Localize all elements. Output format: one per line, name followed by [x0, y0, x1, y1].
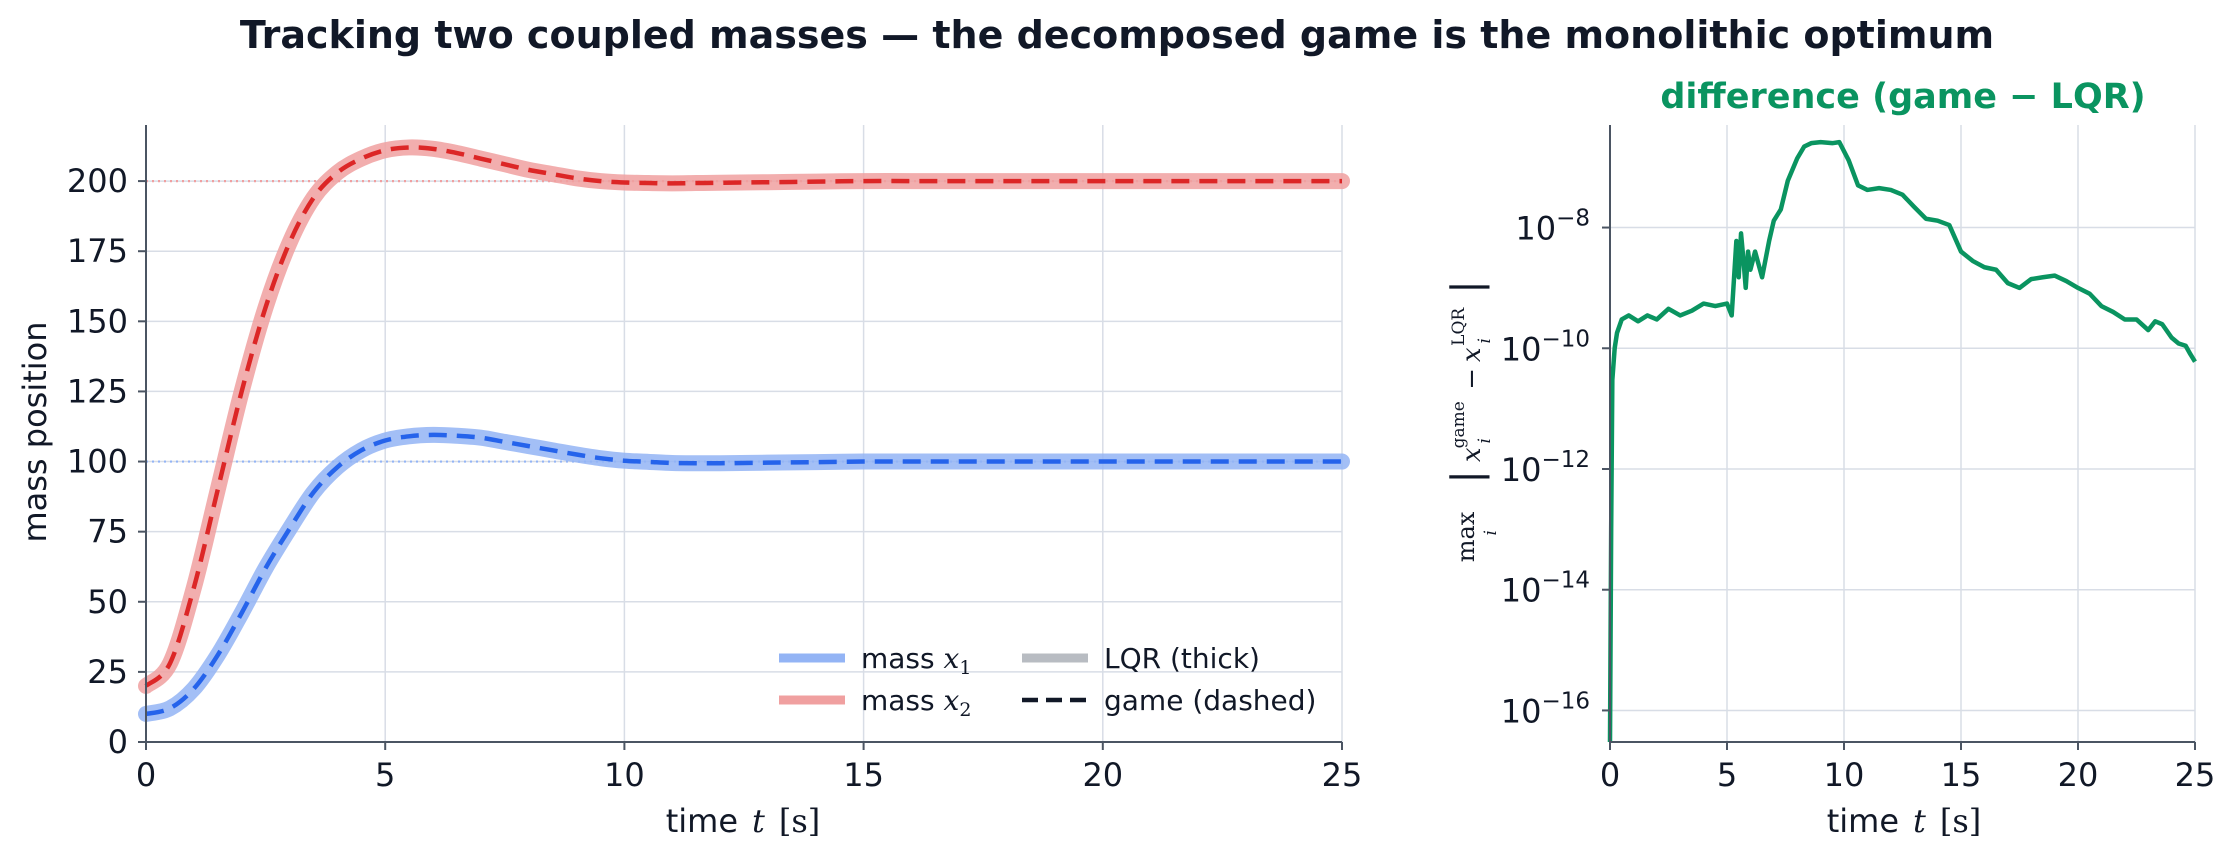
left-y-axis-label: mass position [16, 321, 54, 542]
left-x-tick-labels: 0 5 10 15 20 25 [136, 742, 1363, 794]
y-tick-label: 200 [67, 162, 128, 200]
legend-label-lqr: LQR (thick) [1104, 642, 1260, 675]
y-tick-label: 10−16 [1501, 688, 1590, 730]
x-tick-label: 10 [604, 756, 645, 794]
y-tick-label: 25 [87, 653, 128, 691]
y-tick-label: 125 [67, 372, 128, 410]
x-tick-label: 5 [1717, 756, 1737, 794]
right-x-axis-label: time t [s] [1827, 802, 1982, 840]
right-y-tick-labels: 10−16 10−14 10−12 10−10 10−8 [1501, 206, 1610, 730]
y-tick-label: 10−10 [1501, 326, 1590, 368]
x-tick-label: 20 [1082, 756, 1123, 794]
left-axes-spines [145, 125, 1342, 743]
svg-text:maxi | x: maxi | x game i − x LQR i | [1442, 280, 1502, 562]
right-y-axis-label: maxi | x game i − x LQR i | [1442, 280, 1502, 562]
figure-title: Tracking two coupled masses — the decomp… [240, 13, 1994, 57]
x-tick-label: 25 [2175, 756, 2216, 794]
game-line-2 [144, 145, 1342, 688]
y-tick-label: 175 [67, 232, 128, 270]
legend-label-mass-1: mass x1 [861, 642, 971, 679]
x-tick-label: 5 [375, 756, 395, 794]
x-tick-label: 25 [1322, 756, 1363, 794]
y-tick-label: 100 [67, 443, 128, 481]
right-axes-spines [1609, 125, 2195, 743]
y-tick-label: 75 [87, 513, 128, 551]
left-series-lines [138, 139, 1350, 722]
legend-label-game: game (dashed) [1104, 684, 1316, 717]
x-tick-label: 15 [843, 756, 884, 794]
right-chart-title: difference (game − LQR) [1660, 77, 2145, 117]
legend-label-mass-2: mass x2 [861, 684, 971, 721]
y-tick-label: 50 [87, 583, 128, 621]
y-tick-label: 150 [67, 302, 128, 340]
x-tick-label: 0 [136, 756, 156, 794]
left-chart-mass-positions: 0 5 10 15 20 25 0 25 50 75 100 125 150 175 200 time t[… [16, 125, 1362, 840]
lqr-line-2 [138, 139, 1350, 694]
left-x-axis-label: time t [s] [666, 802, 821, 840]
y-tick-label: 10−14 [1501, 568, 1590, 610]
legend: mass x1 LQR (thick) mass x2 game (dashed) [779, 642, 1316, 721]
y-tick-label: 10−12 [1501, 447, 1590, 489]
right-x-tick-labels: 0 5 10 15 20 25 [1600, 742, 2216, 794]
right-chart-difference: difference (game − LQR) 0 5 10 15 20 25 10−16… [1442, 77, 2216, 840]
y-tick-label: 0 [108, 723, 128, 761]
right-series-line [1607, 139, 2197, 743]
difference-line [1607, 139, 2197, 743]
left-y-tick-labels: 0 25 50 75 100 125 150 175 200 [67, 162, 146, 761]
y-tick-label: 10−8 [1515, 206, 1590, 248]
x-tick-label: 20 [2058, 756, 2099, 794]
game-line-1 [145, 432, 1342, 717]
right-gridlines [1609, 125, 2196, 742]
x-tick-label: 10 [1824, 756, 1865, 794]
x-tick-label: 15 [1941, 756, 1982, 794]
x-tick-label: 0 [1600, 756, 1620, 794]
